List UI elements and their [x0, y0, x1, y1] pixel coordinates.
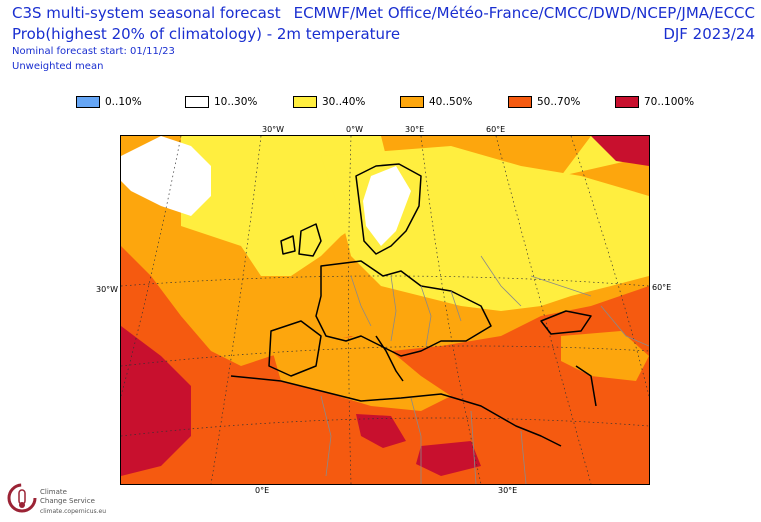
region-70-100-ne	[591, 136, 649, 166]
logo-text: Climate Change Service	[40, 488, 95, 506]
ireland-coast	[280, 235, 296, 255]
north-africa-coast	[230, 375, 562, 447]
region-70-100-sahara	[356, 414, 406, 448]
coastlines	[230, 163, 597, 447]
gridlabel-left-30w: 30°W	[96, 285, 119, 294]
weighting-note: Unweighted mean	[12, 61, 104, 72]
region-10-30-scandinavia	[363, 166, 411, 246]
legend-swatch-40-50	[400, 96, 424, 108]
gridlabel-top-60e: 60°E	[486, 125, 506, 134]
legend-item-2: 30..40%	[293, 96, 365, 108]
italy-coast	[375, 335, 404, 382]
region-10-30-greenland	[121, 136, 211, 216]
legend-swatch-0-10	[76, 96, 100, 108]
levant-coast	[575, 365, 597, 407]
legend-item-5: 70..100%	[615, 96, 694, 108]
logo-ring	[7, 483, 37, 513]
graticule	[121, 136, 649, 484]
legend-item-4: 50..70%	[508, 96, 580, 108]
british-isles-coast	[298, 223, 322, 257]
map-title: C3S multi-system seasonal forecast	[12, 4, 281, 22]
legend-swatch-10-30	[185, 96, 209, 108]
region-70-100-libya	[416, 441, 481, 476]
legend-swatch-70-100	[615, 96, 639, 108]
map-canvas	[121, 136, 649, 484]
black-sea-coast	[540, 310, 592, 335]
europe-mainland-coast	[315, 260, 492, 357]
legend-label: 50..70%	[537, 96, 581, 108]
forecast-start-date: Nominal forecast start: 01/11/23	[12, 46, 175, 57]
iberia-coast	[268, 320, 322, 377]
map-subtitle: Prob(highest 20% of climatology) - 2m te…	[12, 25, 401, 43]
copernicus-logo	[7, 483, 37, 513]
logo-name-line1: Climate	[40, 488, 67, 496]
legend-swatch-30-40	[293, 96, 317, 108]
legend-label: 40..50%	[429, 96, 473, 108]
region-40-50-east	[561, 331, 649, 381]
legend-label: 10..30%	[214, 96, 258, 108]
forecast-season: DJF 2023/24	[663, 25, 755, 43]
legend-label: 70..100%	[644, 96, 695, 108]
logo-url: climate.copernicus.eu	[40, 508, 107, 515]
gridlabel-bottom-0e: 0°E	[255, 486, 270, 495]
gridlabel-bottom-30e: 30°E	[498, 486, 518, 495]
legend-item-3: 40..50%	[400, 96, 472, 108]
legend-label: 0..10%	[105, 96, 142, 108]
region-70-100-atlantic	[121, 326, 191, 476]
scandinavia-coast	[355, 163, 422, 255]
region-40-50-south	[271, 336, 451, 411]
gridlabel-right-60e: 60°E	[652, 283, 672, 292]
legend-item-1: 10..30%	[185, 96, 257, 108]
thermometer-icon	[18, 489, 26, 505]
legend-item-0: 0..10%	[76, 96, 142, 108]
country-borders	[320, 255, 649, 484]
legend-swatch-50-70	[508, 96, 532, 108]
gridlabel-top-30e: 30°E	[405, 125, 425, 134]
gridlabel-top-30w: 30°W	[262, 125, 285, 134]
forecast-centres: ECMWF/Met Office/Météo-France/CMCC/DWD/N…	[293, 4, 755, 22]
gridlabel-top-0w: 0°W	[346, 125, 363, 134]
legend-label: 30..40%	[322, 96, 366, 108]
probability-map	[120, 135, 650, 485]
thermometer-bulb-icon	[19, 502, 25, 508]
logo-name-line2: Change Service	[40, 497, 95, 505]
